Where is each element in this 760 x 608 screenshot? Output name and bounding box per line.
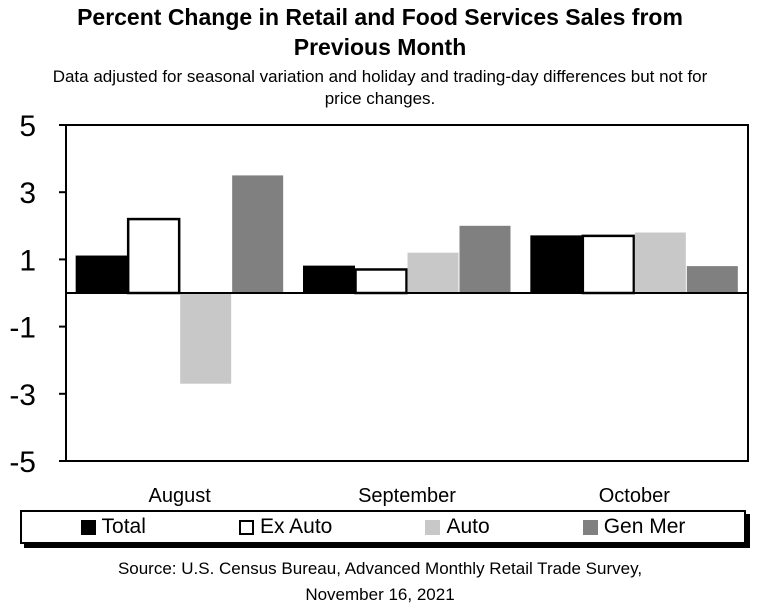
legend-swatch-auto	[425, 519, 441, 535]
legend-label-gen-mer: Gen Mer	[603, 515, 686, 538]
bar-gen-mer-october	[686, 266, 738, 293]
x-category-label: September	[358, 485, 456, 507]
y-tick-label: -5	[9, 446, 36, 479]
legend-item-total: Total	[80, 515, 146, 539]
bar-auto-august	[180, 293, 232, 384]
chart-title-line-2: Previous Month	[293, 34, 467, 60]
bar-gen-mer-september	[459, 225, 511, 293]
x-category-label: August	[149, 485, 212, 507]
y-tick-label: 5	[19, 110, 36, 143]
source-line-1: Source: U.S. Census Bureau, Advanced Mon…	[117, 559, 643, 578]
source-note: Source: U.S. Census Bureau, Advanced Mon…	[0, 556, 760, 608]
legend-item-gen-mer: Gen Mer	[582, 515, 686, 539]
bar-ex-auto-september	[354, 268, 408, 295]
legend-swatch-ex-auto	[238, 519, 254, 535]
chart-subtitle: Data adjusted for seasonal variation and…	[0, 66, 760, 110]
legend-swatch-total	[80, 519, 96, 535]
y-tick-label: -1	[9, 312, 36, 345]
legend-label-total: Total	[101, 515, 146, 538]
y-tick-label: -3	[9, 379, 36, 412]
legend-label-auto: Auto	[446, 515, 490, 538]
chart-title: Percent Change in Retail and Food Servic…	[0, 2, 760, 62]
chart-title-line-1: Percent Change in Retail and Food Servic…	[77, 4, 683, 30]
chart-subtitle-line-2: price changes.	[324, 89, 436, 108]
y-tick-label: 3	[19, 177, 36, 210]
x-category-label: October	[599, 485, 670, 507]
legend-swatch-gen-mer	[582, 519, 598, 535]
legend-item-auto: Auto	[425, 515, 490, 539]
bar-ex-auto-august	[126, 217, 181, 295]
bar-auto-september	[407, 252, 459, 293]
source-line-2: November 16, 2021	[305, 585, 455, 604]
bar-total-october	[530, 235, 583, 294]
bar-total-august	[75, 255, 128, 294]
bar-ex-auto-october	[581, 234, 636, 295]
legend-item-ex-auto: Ex Auto	[238, 515, 333, 539]
y-tick-label: 1	[19, 244, 36, 277]
chart-subtitle-line-1: Data adjusted for seasonal variation and…	[52, 67, 708, 86]
bar-total-september	[303, 265, 355, 294]
bar-gen-mer-august	[232, 175, 284, 293]
bar-chart: 5 3 1 -1 -3 -5 August September October	[9, 110, 749, 507]
chart-legend: Total Ex Auto Auto Gen Mer	[20, 510, 746, 544]
legend-label-ex-auto: Ex Auto	[259, 515, 333, 538]
bar-auto-october	[634, 232, 686, 293]
